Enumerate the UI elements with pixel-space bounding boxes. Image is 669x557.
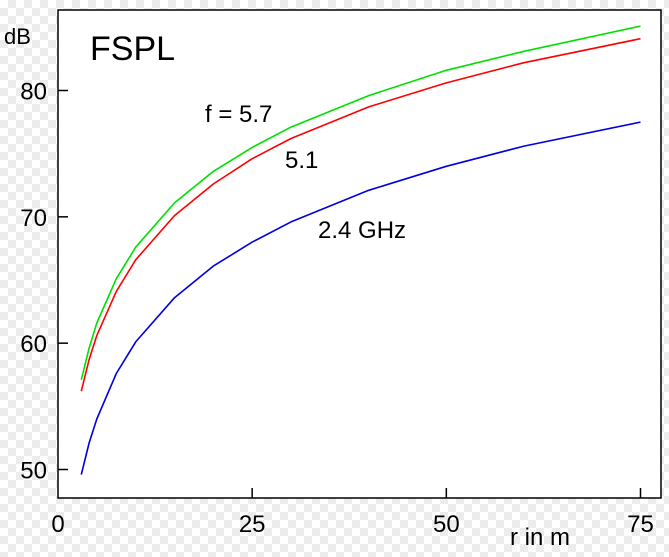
y-tick-label: 80 xyxy=(20,79,47,106)
series-label-5-1: 5.1 xyxy=(285,147,318,174)
plot-area xyxy=(57,9,662,499)
chart-title: FSPL xyxy=(90,30,175,68)
series-label-2-4: 2.4 GHz xyxy=(318,217,406,244)
series-line-2 xyxy=(80,121,641,475)
series-label-5-7: f = 5.7 xyxy=(205,101,272,128)
y-tick-label: 60 xyxy=(20,331,47,358)
y-axis-label: dB xyxy=(4,24,31,49)
series-lines xyxy=(80,25,641,475)
series-line-0 xyxy=(80,25,641,380)
series-line-1 xyxy=(80,37,641,392)
x-tick-label: 25 xyxy=(239,511,266,538)
x-tick-label: 0 xyxy=(51,511,64,538)
x-axis-label: r in m xyxy=(510,524,570,551)
axis-ticks: 50 60 70 80 0 25 50 75 xyxy=(20,79,654,539)
x-tick-label: 75 xyxy=(627,511,654,538)
x-tick-label: 50 xyxy=(433,511,460,538)
y-tick-label: 70 xyxy=(20,205,47,232)
y-tick-label: 50 xyxy=(20,458,47,485)
